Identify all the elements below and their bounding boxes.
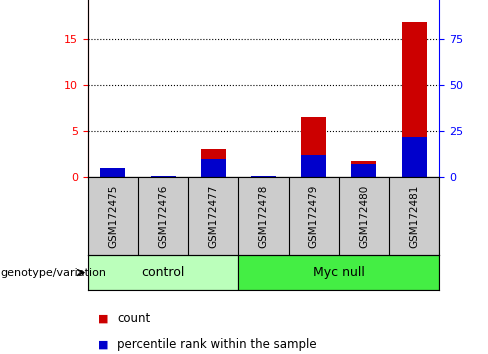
Bar: [402, 22, 427, 177]
Text: control: control: [142, 266, 185, 279]
Text: GSM172479: GSM172479: [309, 184, 319, 248]
Text: GSM172476: GSM172476: [158, 184, 168, 248]
Text: ■: ■: [98, 314, 108, 324]
Text: genotype/variation: genotype/variation: [0, 268, 106, 278]
Bar: [201, 159, 226, 177]
Bar: [351, 164, 376, 177]
Text: GSM172478: GSM172478: [259, 184, 268, 248]
Text: count: count: [117, 313, 150, 325]
Text: Myc null: Myc null: [313, 266, 365, 279]
Text: ■: ■: [98, 339, 108, 349]
Text: GSM172480: GSM172480: [359, 184, 369, 247]
Bar: [251, 176, 276, 177]
Text: GSM172475: GSM172475: [108, 184, 118, 248]
Bar: [301, 117, 326, 177]
Bar: [402, 137, 427, 177]
Bar: [239, 255, 439, 290]
Text: GSM172481: GSM172481: [409, 184, 419, 248]
Bar: [301, 155, 326, 177]
Bar: [88, 255, 239, 290]
Text: GSM172477: GSM172477: [208, 184, 218, 248]
Bar: [201, 149, 226, 177]
Bar: [151, 176, 176, 177]
Text: percentile rank within the sample: percentile rank within the sample: [117, 338, 317, 351]
Bar: [101, 168, 125, 177]
Bar: [351, 161, 376, 177]
Bar: [101, 168, 125, 177]
